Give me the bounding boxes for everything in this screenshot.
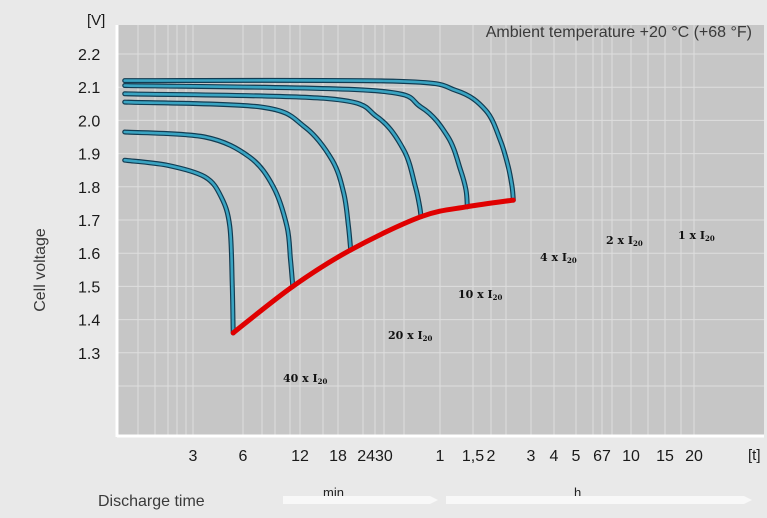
curve-label: 20 x I20	[388, 329, 433, 343]
x-tick-label-h: 15	[656, 448, 674, 465]
curve-label: 4 x I20	[540, 251, 577, 265]
y-tick-label: 1.5	[78, 279, 100, 296]
hour-range-arrow	[446, 496, 752, 504]
x-tick-label-h: 20	[685, 448, 703, 465]
x-tick-label-min: 18	[329, 448, 347, 465]
discharge-curve	[123, 84, 469, 208]
y-unit: [V]	[87, 12, 105, 29]
chart-title: Ambient temperature +20 °C (+68 °F)	[486, 24, 752, 41]
y-tick-label: 1.9	[78, 147, 100, 164]
hour-scale-label: h	[574, 485, 581, 500]
x-tick-label-h: 4	[550, 448, 559, 465]
x-unit: [t]	[748, 447, 761, 464]
y-tick-label: 2.1	[78, 80, 100, 97]
x-tick-label-min: 6	[239, 448, 248, 465]
x-tick-label-h: 10	[622, 448, 640, 465]
x-tick-label-min: 12	[291, 448, 309, 465]
discharge-curve	[123, 92, 423, 218]
x-tick-label-h: 67	[593, 448, 611, 465]
curve-label: 40 x I20	[283, 372, 328, 386]
x-tick-label-min: 3	[189, 448, 198, 465]
curve-label: 10 x I20	[458, 288, 503, 302]
y-tick-label: 1.6	[78, 246, 100, 263]
x-tick-label-h: 1	[436, 448, 445, 465]
x-tick-label-h: 1,5	[462, 448, 484, 465]
curve-label: 1 x I20	[678, 229, 715, 243]
y-axis-title: Cell voltage	[32, 228, 49, 312]
curve-labels: 1 x I20 2 x I20 4 x I20 10 x I20 20 x I20 40 …	[283, 229, 715, 386]
tick-labels: 2.22.12.01.91.81.71.61.51.41.33 6 12 18 2430…	[78, 47, 703, 465]
y-tick-label: 1.4	[78, 313, 100, 330]
curve-label: 2 x I20	[606, 234, 643, 248]
y-tick-label: 1.7	[78, 213, 100, 230]
discharge-curve	[123, 158, 235, 335]
discharge-curve	[123, 130, 295, 288]
end-voltage-curve	[230, 197, 516, 336]
discharge-curve	[123, 79, 515, 202]
grid	[117, 25, 764, 435]
discharge-curve	[123, 100, 352, 252]
min-range-arrow	[283, 496, 438, 504]
x-tick-label-h: 3	[527, 448, 536, 465]
discharge-curves	[122, 77, 516, 336]
x-tick-label-h: 2	[487, 448, 496, 465]
y-tick-label: 2.2	[78, 47, 100, 64]
x-axis-title: Discharge time	[98, 493, 205, 510]
y-tick-label: 1.3	[78, 346, 100, 363]
x-tick-label-min: 2430	[357, 448, 393, 465]
y-tick-label: 2.0	[78, 113, 100, 130]
x-tick-label-h: 5	[572, 448, 581, 465]
y-tick-label: 1.8	[78, 180, 100, 197]
